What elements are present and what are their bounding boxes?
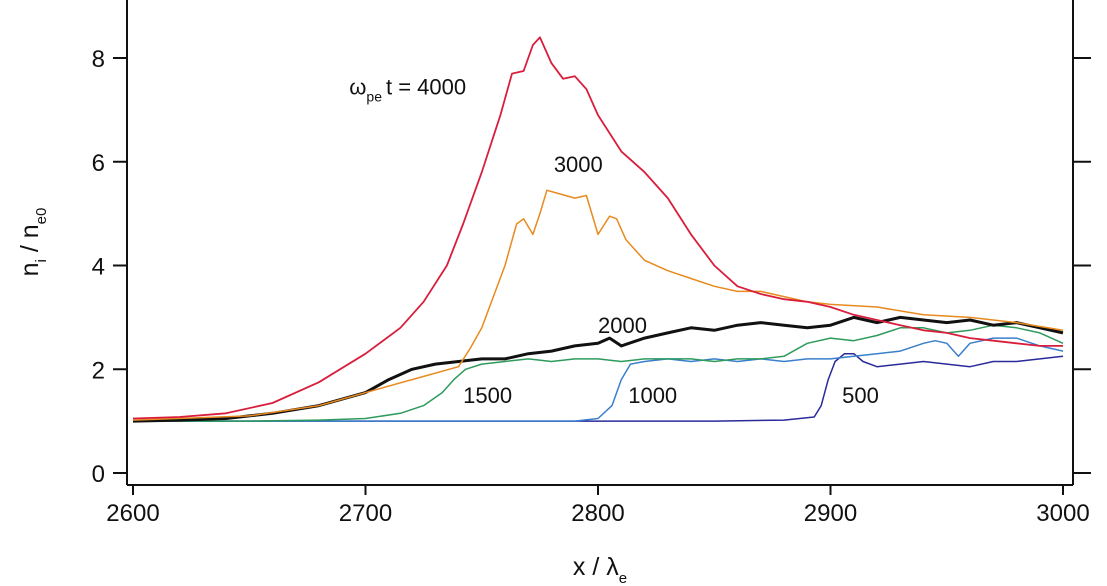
x-tick-label-2900: 2900 [804, 500, 857, 527]
x-axis-title: x / λe [573, 553, 627, 586]
x-ticks: 2600 2700 2800 2900 3000 [106, 485, 1090, 527]
x-axis-title-main: x / λ [573, 553, 619, 581]
series-line-1500 [133, 324, 1064, 422]
series-line-1000 [133, 337, 1064, 422]
series-group [132, 36, 1064, 423]
y-tick-label-4: 4 [92, 254, 105, 281]
x-tick-label-2600: 2600 [106, 500, 159, 527]
series-label-2000: 2000 [598, 313, 647, 338]
y-tick-label-2: 2 [92, 357, 105, 384]
y-ticks: 0 2 4 6 8 [92, 46, 1091, 488]
series-label-1500: 1500 [463, 383, 512, 408]
y-tick-label-0: 0 [92, 461, 105, 488]
y-axis-title-part1: n [16, 262, 44, 276]
series-labels: 500 1000 1500 2000 3000 ωpe t = 4000 [349, 74, 879, 408]
y-tick-label-6: 6 [92, 150, 105, 177]
series-line-2000 [132, 315, 1064, 423]
series-label-500: 500 [842, 383, 879, 408]
x-tick-label-2700: 2700 [339, 500, 392, 527]
series-line-3000 [132, 189, 1064, 421]
x-axis-title-sub: e [619, 570, 627, 586]
series-label-3000: 3000 [554, 152, 603, 177]
y-axis-title-sub2: e0 [33, 208, 50, 225]
y-axis-title: ni / ne0 [16, 208, 50, 277]
y-axis-title-sub1: i [33, 259, 50, 262]
x-tick-label-3000: 3000 [1036, 500, 1089, 527]
y-tick-label-8: 8 [92, 46, 105, 73]
series-line-4000 [132, 36, 1063, 420]
x-tick-label-2800: 2800 [571, 500, 624, 527]
series-label-4000: ωpe t = 4000 [349, 74, 466, 104]
plot-frame-group [126, 0, 1074, 486]
series-line-500 [133, 352, 1064, 422]
y-axis-title-part2: / n [16, 224, 44, 259]
y-axis-title-group: ni / ne0 [16, 208, 50, 277]
series-label-1000: 1000 [628, 383, 677, 408]
